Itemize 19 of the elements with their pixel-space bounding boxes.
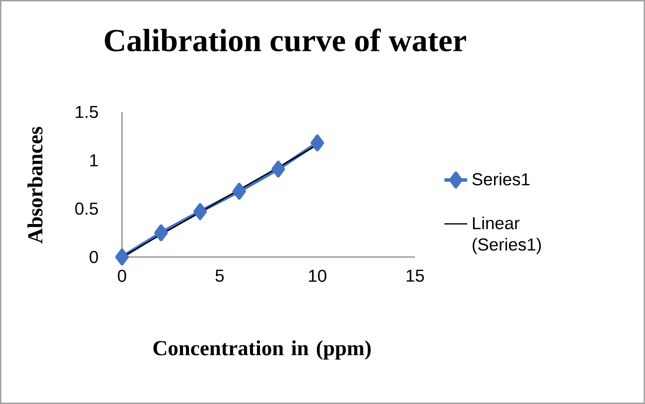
y-axis-title: Absorbances bbox=[27, 126, 43, 244]
point bbox=[193, 203, 207, 220]
y-tick-label: 0.5 bbox=[75, 202, 98, 215]
point bbox=[310, 134, 324, 152]
legend-label: Linear (Series1) bbox=[472, 216, 541, 254]
chart-title: Calibration curve of water bbox=[104, 28, 466, 52]
x-tick-label: 10 bbox=[309, 270, 326, 282]
x-tick-label: 15 bbox=[406, 270, 424, 282]
x-axis-title: Concentration in (ppm) bbox=[153, 340, 371, 360]
y-tick-label: 0 bbox=[90, 250, 98, 264]
y-tick-label: 1.5 bbox=[76, 106, 98, 118]
x-tick-label: 0 bbox=[118, 270, 126, 282]
point bbox=[272, 160, 286, 178]
legend-label: Series1 bbox=[472, 172, 530, 186]
point bbox=[115, 248, 129, 266]
point bbox=[154, 224, 168, 242]
point bbox=[232, 182, 246, 200]
y-tick-label: 1 bbox=[90, 154, 98, 166]
x-tick-label: 5 bbox=[216, 270, 224, 282]
